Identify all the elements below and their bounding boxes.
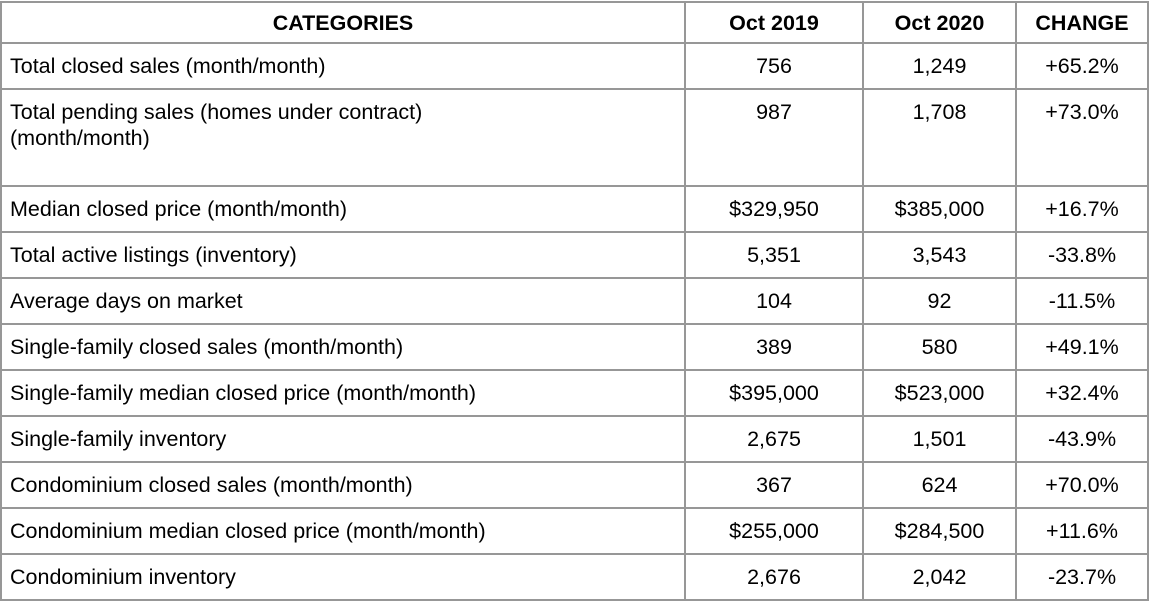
table-row: Single-family inventory 2,675 1,501 -43.…	[0, 415, 1149, 463]
oct-2020-cell: 624	[862, 461, 1017, 509]
table-row: Single-family closed sales (month/month)…	[0, 323, 1149, 371]
table-row: Median closed price (month/month) $329,9…	[0, 185, 1149, 233]
category-cell: Single-family inventory	[0, 415, 686, 463]
change-cell: +49.1%	[1015, 323, 1149, 371]
oct-2020-cell: 580	[862, 323, 1017, 371]
change-cell: +70.0%	[1015, 461, 1149, 509]
oct-2019-cell: 104	[684, 277, 864, 325]
oct-2020-cell: $385,000	[862, 185, 1017, 233]
oct-2019-cell: $255,000	[684, 507, 864, 555]
oct-2019-cell: $395,000	[684, 369, 864, 417]
table-row: Single-family median closed price (month…	[0, 369, 1149, 417]
oct-2019-cell: 987	[684, 88, 864, 187]
category-cell: Total closed sales (month/month)	[0, 42, 686, 90]
column-header-categories: CATEGORIES	[0, 1, 686, 44]
oct-2019-cell: 756	[684, 42, 864, 90]
change-cell: +73.0%	[1015, 88, 1149, 187]
category-cell: Average days on market	[0, 277, 686, 325]
oct-2020-cell: 92	[862, 277, 1017, 325]
change-cell: +32.4%	[1015, 369, 1149, 417]
oct-2019-cell: $329,950	[684, 185, 864, 233]
oct-2020-cell: 2,042	[862, 553, 1017, 601]
category-cell: Median closed price (month/month)	[0, 185, 686, 233]
change-cell: +11.6%	[1015, 507, 1149, 555]
category-cell: Condominium closed sales (month/month)	[0, 461, 686, 509]
oct-2020-cell: 3,543	[862, 231, 1017, 279]
change-cell: -43.9%	[1015, 415, 1149, 463]
category-cell: Single-family median closed price (month…	[0, 369, 686, 417]
oct-2019-cell: 2,675	[684, 415, 864, 463]
oct-2019-cell: 367	[684, 461, 864, 509]
category-cell: Condominium inventory	[0, 553, 686, 601]
oct-2020-cell: $523,000	[862, 369, 1017, 417]
table-row: Total pending sales (homes under contrac…	[0, 88, 1149, 187]
oct-2020-cell: $284,500	[862, 507, 1017, 555]
table-row: Total closed sales (month/month) 756 1,2…	[0, 42, 1149, 90]
table-row: Average days on market 104 92 -11.5%	[0, 277, 1149, 325]
category-cell: Total active listings (inventory)	[0, 231, 686, 279]
oct-2019-cell: 5,351	[684, 231, 864, 279]
oct-2020-cell: 1,708	[862, 88, 1017, 187]
table-row: Condominium closed sales (month/month) 3…	[0, 461, 1149, 509]
oct-2020-cell: 1,249	[862, 42, 1017, 90]
table-row: Total active listings (inventory) 5,351 …	[0, 231, 1149, 279]
change-cell: +16.7%	[1015, 185, 1149, 233]
category-cell: Single-family closed sales (month/month)	[0, 323, 686, 371]
change-cell: +65.2%	[1015, 42, 1149, 90]
oct-2019-cell: 2,676	[684, 553, 864, 601]
table-row: Condominium inventory 2,676 2,042 -23.7%	[0, 553, 1149, 601]
category-cell: Total pending sales (homes under contrac…	[0, 88, 686, 187]
change-cell: -11.5%	[1015, 277, 1149, 325]
oct-2019-cell: 389	[684, 323, 864, 371]
table-row: Condominium median closed price (month/m…	[0, 507, 1149, 555]
change-cell: -33.8%	[1015, 231, 1149, 279]
column-header-oct-2019: Oct 2019	[684, 1, 864, 44]
column-header-oct-2020: Oct 2020	[862, 1, 1017, 44]
category-cell: Condominium median closed price (month/m…	[0, 507, 686, 555]
column-header-change: CHANGE	[1015, 1, 1149, 44]
header-row: CATEGORIES Oct 2019 Oct 2020 CHANGE	[0, 1, 1149, 44]
change-cell: -23.7%	[1015, 553, 1149, 601]
oct-2020-cell: 1,501	[862, 415, 1017, 463]
